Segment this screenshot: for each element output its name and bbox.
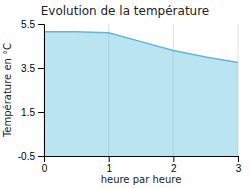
title: Evolution de la température: [41, 4, 210, 18]
x-axis: 0 1 2 3: [42, 156, 242, 174]
tick-label: -0.5: [18, 151, 36, 162]
x-axis-title: heure par heure: [101, 174, 182, 185]
tick: 5.5: [21, 19, 44, 30]
tick-label: 3.5: [21, 63, 35, 74]
tick-label: 1: [106, 163, 112, 174]
tick: 3.5: [21, 63, 44, 74]
chart: 0 1 2 3 -0.5 1.5 3.5 5.5 Evolution de la tempéra…: [0, 0, 250, 188]
plot: 0 1 2 3 -0.5 1.5 3.5 5.5: [18, 19, 242, 174]
tick-label: 2: [171, 163, 177, 174]
tick: 3: [236, 156, 242, 174]
y-axis: -0.5 1.5 3.5 5.5: [18, 19, 45, 162]
area: [44, 32, 238, 156]
tick-mark: [38, 24, 44, 25]
tick-label: 3: [236, 163, 242, 174]
tick: 1: [106, 156, 112, 174]
tick-mark: [238, 156, 239, 162]
y-axis-title: Température en °C: [2, 43, 13, 138]
tick-label: 0: [42, 163, 48, 174]
tick: 0: [42, 156, 48, 174]
tick-mark: [38, 68, 44, 69]
tick: 2: [171, 156, 177, 174]
tick: 1.5: [21, 107, 44, 118]
tick-label: 1.5: [21, 107, 35, 118]
grid-x: [44, 24, 238, 156]
tick-mark: [38, 156, 44, 157]
tick-mark: [109, 156, 110, 162]
axis-line: [45, 157, 239, 163]
line: [44, 32, 238, 63]
tick-mark: [173, 156, 174, 162]
axis-line: [38, 25, 45, 157]
tick-mark: [38, 112, 44, 113]
tick: -0.5: [18, 151, 44, 162]
marks: [44, 32, 238, 156]
tick-label: 5.5: [21, 19, 35, 30]
